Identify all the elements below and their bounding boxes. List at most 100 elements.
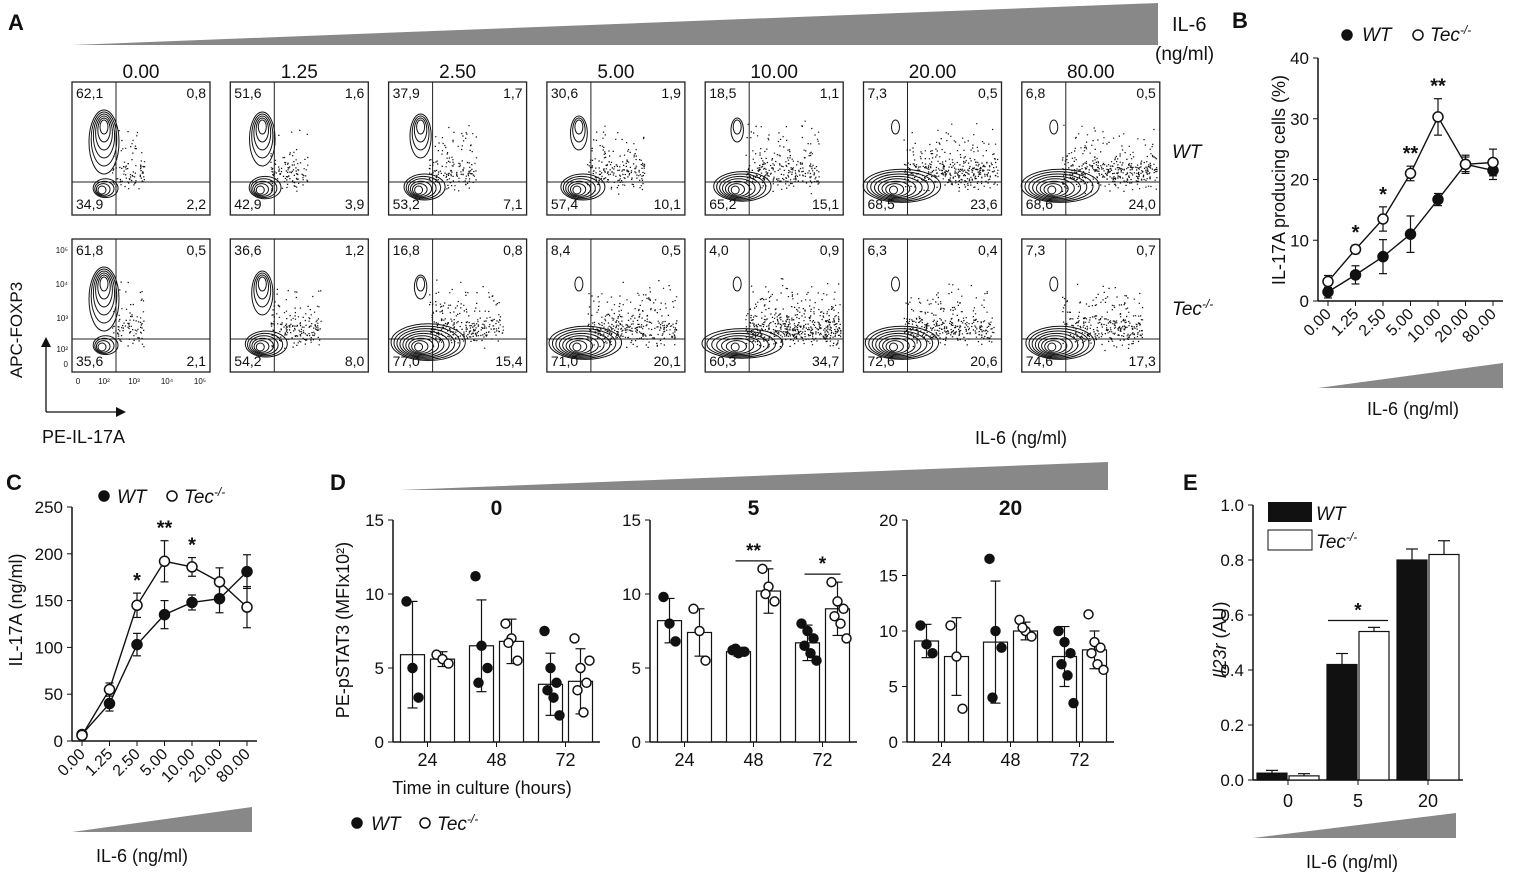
flow-x-tick: 10⁵ <box>194 377 206 386</box>
c-y-axis-label: IL-17A (ng/ml) <box>6 553 26 666</box>
contour-ring <box>885 340 904 353</box>
contour-ring <box>257 119 267 135</box>
d-x-axis-label: Time in culture (hours) <box>392 778 571 798</box>
bar <box>429 658 456 743</box>
flow-x-tick: 10³ <box>128 377 140 386</box>
data-point <box>581 677 592 689</box>
contour-ring <box>570 115 588 151</box>
data-point <box>443 658 454 669</box>
legend-marker-wt <box>1341 29 1353 41</box>
data-point <box>103 683 116 696</box>
quadrant-value-ur: 0,9 <box>820 242 840 258</box>
y-tick-label: 0.6 <box>1220 606 1244 625</box>
data-point <box>503 637 514 649</box>
legend-label-wt: WT <box>117 487 148 508</box>
data-point <box>413 692 424 703</box>
contour-ring <box>1025 325 1096 360</box>
data-point <box>131 599 143 612</box>
significance-mark: ** <box>157 518 173 540</box>
contour-ring <box>414 342 424 352</box>
data-point <box>241 565 253 578</box>
data-point <box>476 640 487 652</box>
contour-ring <box>92 178 119 199</box>
quadrant-value-ul: 16,8 <box>393 242 420 258</box>
contour-ring <box>409 180 433 197</box>
contour-ring <box>405 175 442 200</box>
quadrant-value-lr: 20,6 <box>970 353 997 369</box>
data-point <box>1404 228 1417 240</box>
flow-dots <box>587 125 646 195</box>
quadrant-value-ul: 36,6 <box>234 242 261 258</box>
contour-ring <box>881 180 911 197</box>
y-tick-label: 0.8 <box>1220 551 1244 570</box>
data-point <box>984 553 995 565</box>
quadrant-value-lr: 24,0 <box>1129 196 1156 212</box>
e-y-axis-label: Il23r (AU) <box>1210 601 1230 678</box>
contour-ring <box>882 337 910 354</box>
concentration-label: 5.00 <box>597 62 634 83</box>
concentration-label: 10.00 <box>750 62 798 83</box>
data-point <box>1026 631 1037 642</box>
data-point <box>957 703 968 714</box>
quadrant-value-ul: 6,8 <box>1026 85 1046 101</box>
series-line <box>1327 115 1494 283</box>
data-point <box>158 555 171 568</box>
contour-ring <box>866 171 935 202</box>
contour-ring <box>560 173 606 201</box>
contour-ring <box>721 178 756 199</box>
contour-ring <box>250 178 278 199</box>
contour-ring <box>413 117 428 143</box>
x-tick-label: 48 <box>1000 750 1020 770</box>
contour-ring <box>255 117 269 143</box>
x-tick-label: 20 <box>1418 791 1438 811</box>
contour-ring <box>1020 168 1100 203</box>
flow-dots <box>270 288 322 349</box>
e-x-axis-label: IL-6 (ng/ml) <box>1306 852 1398 872</box>
quadrant-value-ul: 7,3 <box>1026 242 1046 258</box>
x-tick-label: 2.50 <box>1356 306 1390 340</box>
contour-ring <box>396 328 456 359</box>
contour-ring <box>251 113 274 159</box>
panel-letter-E: E <box>1183 470 1198 495</box>
flow-x-axis-label: PE-IL-17A <box>42 427 125 447</box>
data-point <box>186 596 198 609</box>
data-point <box>1432 193 1444 206</box>
flow-plot: 36,6 1,2 54,2 8,0 <box>229 238 369 373</box>
legend-marker-tec <box>166 490 178 502</box>
quadrant-value-ll: 35,6 <box>76 353 103 369</box>
legend-label-wt: WT <box>1316 504 1347 525</box>
quadrant-value-lr: 15,1 <box>812 196 839 212</box>
contour-ring <box>548 325 623 360</box>
contour-ring <box>1049 119 1059 135</box>
contour-ring <box>90 268 118 324</box>
contour-ring <box>732 276 742 292</box>
flow-dots <box>428 125 478 193</box>
data-point <box>1017 622 1028 633</box>
contour-ring <box>572 185 582 195</box>
flow-dots <box>903 283 995 348</box>
y-tick-label: 0 <box>889 733 898 752</box>
flow-dots <box>1062 283 1144 352</box>
contour-ring <box>248 111 276 167</box>
flow-plot-frame <box>862 81 1003 216</box>
data-point <box>915 620 926 631</box>
panel-letter-C: C <box>6 470 22 495</box>
data-point <box>548 692 559 703</box>
data-point <box>670 636 681 647</box>
concentration-label: 0.00 <box>123 62 160 83</box>
flow-plot: 7,3 0,5 68,5 23,6 <box>862 81 1003 216</box>
contour-ring <box>408 337 434 354</box>
contour-ring <box>1034 332 1079 357</box>
contour-ring <box>249 335 279 356</box>
data-point <box>1056 659 1067 670</box>
y-tick-label: 40 <box>1290 49 1309 68</box>
quadrant-value-ll: 57,4 <box>551 196 578 212</box>
flow-plot-frame <box>704 81 844 216</box>
data-point <box>1059 636 1070 648</box>
quadrant-value-lr: 34,7 <box>812 353 839 369</box>
y-tick-label: 30 <box>1290 110 1309 129</box>
data-point <box>470 570 481 582</box>
y-tick-label: 250 <box>35 498 63 517</box>
contour-ring <box>390 323 466 362</box>
contour-ring <box>257 276 267 292</box>
